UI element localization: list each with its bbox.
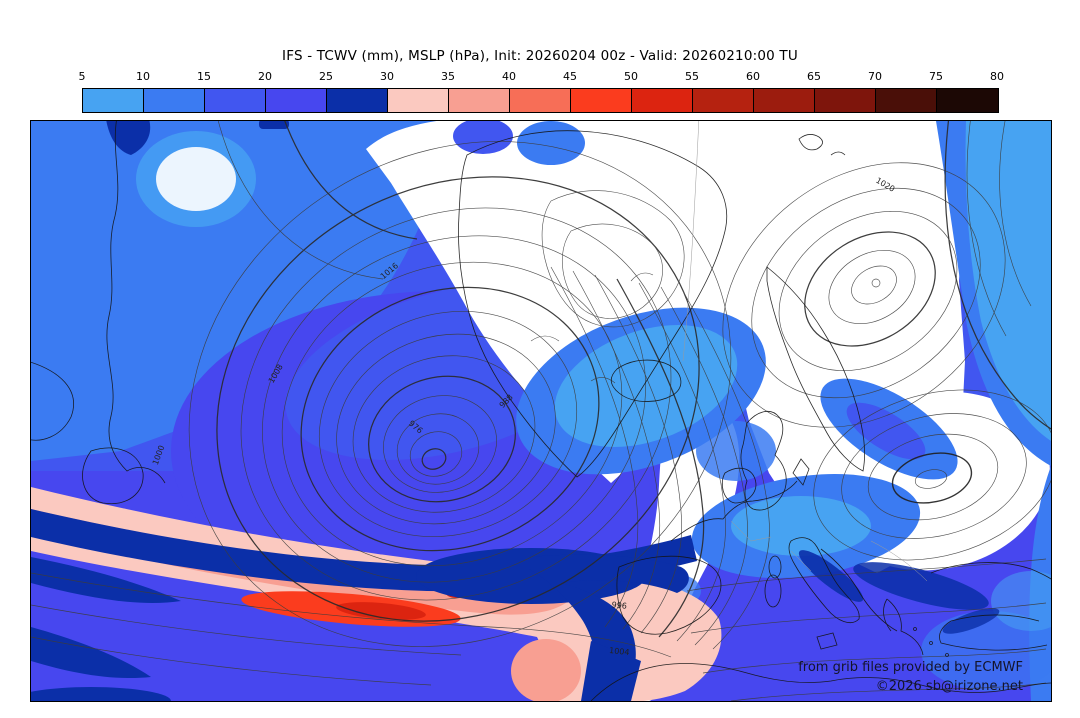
colorbar-cell [205,89,266,112]
colorbar-tick: 45 [563,70,577,83]
colorbar-tick: 30 [380,70,394,83]
colorbar-tick: 25 [319,70,333,83]
colorbar-cell [327,89,388,112]
colorbar-tick: 40 [502,70,516,83]
colorbar: 5 10 15 20 25 30 35 40 45 50 55 60 65 70 75 80 [78,70,1005,113]
colorbar-cell [632,89,693,112]
colorbar-tick: 20 [258,70,272,83]
colorbar-cell [144,89,205,112]
colorbar-tick: 50 [624,70,638,83]
colorbar-tick: 35 [441,70,455,83]
coastlines [31,121,1051,701]
colorbar-tick-labels: 5 10 15 20 25 30 35 40 45 50 55 60 65 70 75 80 [78,70,1005,84]
colorbar-cell [754,89,815,112]
colorbar-cells [82,88,999,113]
page-title: IFS - TCWV (mm), MSLP (hPa), Init: 20260… [282,48,798,64]
colorbar-cell [571,89,632,112]
colorbar-cell [937,89,998,112]
colorbar-cell [693,89,754,112]
colorbar-tick: 75 [929,70,943,83]
colorbar-tick: 70 [868,70,882,83]
colorbar-tick: 10 [136,70,150,83]
colorbar-tick: 65 [807,70,821,83]
colorbar-cell [815,89,876,112]
colorbar-cell [266,89,327,112]
weather-map: 976 988 1016 1008 1000 1020 996 1004 from grib … [30,120,1052,702]
colorbar-cell [510,89,571,112]
contour-label: 1004 [609,646,630,657]
colorbar-tick: 60 [746,70,760,83]
colorbar-cell [449,89,510,112]
credit-ecmwf: from grib files provided by ECMWF [798,660,1023,675]
credit-copyright: ©2026 sb@irizone.net [875,679,1023,694]
tcwv-fields [31,121,1051,701]
country-borders [682,121,928,582]
contour-label: 996 [611,600,627,611]
colorbar-tick: 15 [197,70,211,83]
mslp-contours [31,121,1051,701]
colorbar-cell [876,89,937,112]
colorbar-cell [83,89,144,112]
colorbar-tick: 55 [685,70,699,83]
colorbar-tick: 80 [990,70,1004,83]
colorbar-tick: 5 [78,70,86,83]
colorbar-cell [388,89,449,112]
